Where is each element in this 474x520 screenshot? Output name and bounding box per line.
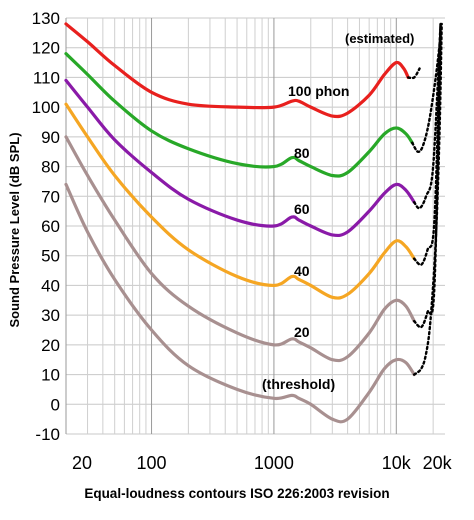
curve-5 bbox=[64, 182, 416, 424]
curve-3 bbox=[64, 102, 416, 300]
curve-4 bbox=[64, 135, 416, 363]
y-tick-label: 130 bbox=[32, 9, 60, 28]
curve-0 bbox=[64, 22, 410, 119]
y-tick-label: 40 bbox=[41, 276, 60, 295]
x-tick-label: 100 bbox=[137, 453, 167, 473]
y-axis-label: Sound Pressure Level (dB SPL) bbox=[7, 132, 22, 327]
curve-label-80: 80 bbox=[294, 145, 310, 161]
y-tick-label: 60 bbox=[41, 217, 60, 236]
curve-label-20: 20 bbox=[294, 324, 310, 340]
equal-loudness-chart: -10 0 10 20 30 40 50 60 70 80 90 100 110 120 130 20 100… bbox=[7, 9, 453, 473]
x-tick-label: 20k bbox=[423, 453, 453, 473]
x-tick-labels: 20 100 1000 10k 20k bbox=[72, 453, 453, 473]
y-tick-label: 120 bbox=[32, 39, 60, 58]
estimated-curve-3 bbox=[412, 22, 442, 267]
curve-1 bbox=[64, 52, 414, 178]
chart-caption: Equal-loudness contours ISO 226:2003 rev… bbox=[84, 486, 390, 501]
y-tick-labels: -10 0 10 20 30 40 50 60 70 80 90 100 110 120 130 bbox=[32, 9, 60, 444]
y-tick-label: 110 bbox=[33, 68, 60, 87]
grid bbox=[65, 17, 445, 435]
curve-label-40: 40 bbox=[294, 263, 310, 279]
y-tick-label: 70 bbox=[41, 187, 60, 206]
x-tick-label: 10k bbox=[382, 453, 412, 473]
x-tick-label: 1000 bbox=[254, 453, 294, 473]
x-tick-label: 20 bbox=[72, 453, 92, 473]
y-tick-label: 10 bbox=[41, 366, 60, 385]
y-tick-label: 30 bbox=[41, 306, 60, 325]
y-tick-label: 90 bbox=[41, 128, 60, 147]
y-tick-label: 80 bbox=[41, 158, 60, 177]
curves bbox=[64, 22, 416, 424]
estimated-curve-1 bbox=[411, 34, 442, 153]
curve-label-threshold: (threshold) bbox=[262, 376, 335, 392]
y-tick-label: 0 bbox=[51, 395, 60, 414]
estimated-curve-2 bbox=[412, 22, 442, 210]
estimated-label: (estimated) bbox=[345, 31, 414, 46]
y-tick-label: 50 bbox=[41, 247, 60, 266]
y-tick-label: 100 bbox=[32, 98, 60, 117]
y-tick-label: -10 bbox=[35, 425, 60, 444]
estimated-curve-5 bbox=[412, 22, 443, 376]
curve-label-100-phon: 100 phon bbox=[288, 83, 349, 99]
estimated-curve-0 bbox=[406, 67, 421, 80]
estimated-extensions bbox=[406, 22, 443, 376]
curve-2 bbox=[64, 78, 416, 238]
y-tick-label: 20 bbox=[41, 336, 60, 355]
curve-label-60: 60 bbox=[294, 201, 310, 217]
